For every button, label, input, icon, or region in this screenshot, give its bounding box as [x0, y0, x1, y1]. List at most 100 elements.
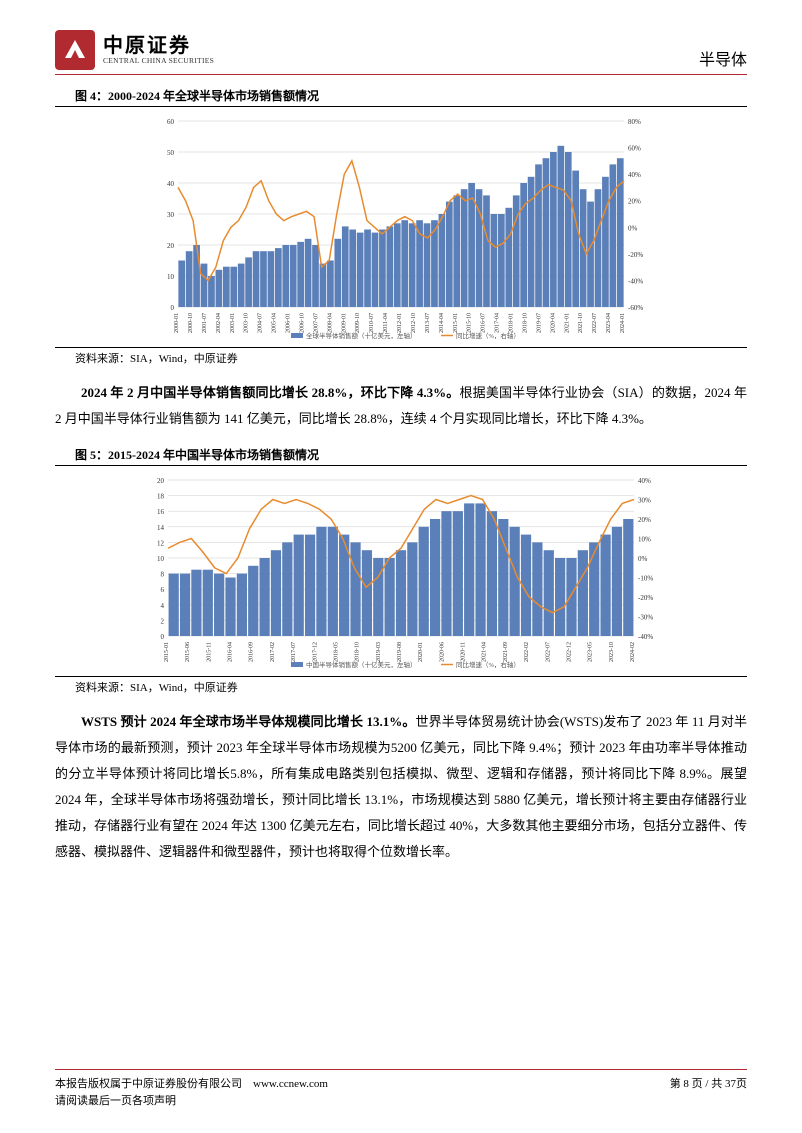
svg-text:20: 20 [157, 477, 165, 485]
svg-text:2024-01: 2024-01 [620, 313, 626, 333]
svg-text:-60%: -60% [628, 304, 643, 312]
svg-text:0%: 0% [628, 224, 638, 232]
para1-lead: 2024 年 2 月中国半导体销售额同比增长 28.8%，环比下降 4.3%。 [81, 385, 459, 400]
svg-text:2019-08: 2019-08 [397, 642, 403, 662]
svg-text:10%: 10% [638, 536, 651, 544]
fig4-svg: 0102030405060-60%-40%-20%0%20%40%60%80%2… [146, 113, 656, 343]
header-rule [55, 74, 747, 75]
page-header: 中原证券 CENTRAL CHINA SECURITIES 半导体 [55, 30, 747, 70]
svg-text:2010-07: 2010-07 [369, 313, 375, 333]
para2-body: 世界半导体贸易统计协会(WSTS)发布了 2023 年 11 月对半导体市场的最… [55, 714, 747, 859]
svg-text:2018-01: 2018-01 [509, 313, 515, 333]
svg-text:2023-04: 2023-04 [606, 313, 612, 333]
fig5-chart: 02468101214161820-40%-30%-20%-10%0%10%20… [136, 472, 666, 672]
svg-text:20%: 20% [628, 198, 641, 206]
svg-text:2017-04: 2017-04 [495, 313, 501, 333]
svg-text:2020-11: 2020-11 [461, 642, 467, 662]
svg-text:2003-10: 2003-10 [244, 313, 250, 333]
svg-text:同比增速（%，右轴）: 同比增速（%，右轴） [456, 660, 520, 669]
fig5-source: 资料来源：SIA，Wind，中原证券 [55, 676, 747, 695]
svg-text:2018-10: 2018-10 [355, 642, 361, 662]
page-footer: 本报告版权属于中原证券股份有限公司 www.ccnew.com 请阅读最后一页各… [55, 1069, 747, 1111]
svg-text:6: 6 [161, 586, 165, 594]
footer-page: 第 8 页 / 共 37页 [670, 1076, 747, 1111]
paragraph-2: WSTS 预计 2024 年全球市场半导体规模同比增长 13.1%。世界半导体贸… [55, 709, 747, 865]
svg-text:2009-10: 2009-10 [355, 313, 361, 333]
svg-text:2013-07: 2013-07 [425, 313, 431, 333]
svg-text:2015-11: 2015-11 [206, 642, 212, 662]
svg-text:20%: 20% [638, 516, 651, 524]
svg-text:30%: 30% [638, 497, 651, 505]
fig4-title: 图 4：2000-2024 年全球半导体市场销售额情况 [55, 87, 747, 107]
svg-text:2003-01: 2003-01 [230, 313, 236, 333]
fig5-title: 图 5：2015-2024 年中国半导体市场销售额情况 [55, 446, 747, 466]
footer-line1: 本报告版权属于中原证券股份有限公司 www.ccnew.com [55, 1076, 328, 1094]
svg-text:80%: 80% [628, 118, 641, 126]
svg-text:2016-07: 2016-07 [481, 313, 487, 333]
svg-text:2011-04: 2011-04 [383, 313, 389, 333]
svg-text:0: 0 [161, 633, 165, 641]
svg-text:-30%: -30% [638, 614, 653, 622]
svg-text:2017-02: 2017-02 [270, 642, 276, 662]
svg-text:2017-07: 2017-07 [291, 642, 297, 662]
svg-text:2009-01: 2009-01 [341, 313, 347, 333]
svg-text:14: 14 [157, 524, 165, 532]
svg-text:-40%: -40% [628, 277, 643, 285]
svg-text:0: 0 [171, 304, 175, 312]
svg-text:2016-04: 2016-04 [228, 642, 234, 662]
svg-text:2017-12: 2017-12 [312, 642, 318, 662]
footer-left: 本报告版权属于中原证券股份有限公司 www.ccnew.com 请阅读最后一页各… [55, 1076, 328, 1111]
svg-text:2019-03: 2019-03 [376, 642, 382, 662]
logo-cn: 中原证券 [103, 35, 214, 57]
svg-text:2022-02: 2022-02 [524, 642, 530, 662]
svg-text:40: 40 [167, 180, 175, 188]
svg-text:2: 2 [161, 617, 165, 625]
svg-text:30: 30 [167, 211, 175, 219]
svg-text:2020-06: 2020-06 [439, 642, 445, 662]
svg-text:2005-04: 2005-04 [272, 313, 278, 333]
svg-text:40%: 40% [628, 171, 641, 179]
logo-icon [55, 30, 95, 70]
svg-text:2012-01: 2012-01 [397, 313, 403, 333]
svg-text:2018-05: 2018-05 [333, 642, 339, 662]
svg-text:2022-12: 2022-12 [566, 642, 572, 662]
svg-text:2022-07: 2022-07 [545, 642, 551, 662]
svg-text:12: 12 [157, 539, 165, 547]
svg-text:2023-10: 2023-10 [609, 642, 615, 662]
footer-line2: 请阅读最后一页各项声明 [55, 1093, 328, 1111]
fig4-chart: 0102030405060-60%-40%-20%0%20%40%60%80%2… [146, 113, 656, 343]
svg-text:2016-09: 2016-09 [249, 642, 255, 662]
svg-text:2021-09: 2021-09 [503, 642, 509, 662]
svg-text:60%: 60% [628, 145, 641, 153]
svg-text:2020-01: 2020-01 [418, 642, 424, 662]
svg-text:2004-07: 2004-07 [258, 313, 264, 333]
paragraph-1: 2024 年 2 月中国半导体销售额同比增长 28.8%，环比下降 4.3%。根… [55, 380, 747, 432]
svg-text:2021-04: 2021-04 [482, 642, 488, 662]
svg-text:中国半导体销售额（十亿美元，左轴）: 中国半导体销售额（十亿美元，左轴） [306, 660, 417, 669]
svg-text:2014-04: 2014-04 [439, 313, 445, 333]
svg-text:2000-10: 2000-10 [188, 313, 194, 333]
svg-text:2006-01: 2006-01 [286, 313, 292, 333]
svg-text:2012-10: 2012-10 [411, 313, 417, 333]
svg-text:-10%: -10% [638, 575, 653, 583]
para2-lead: WSTS 预计 2024 年全球市场半导体规模同比增长 13.1%。 [81, 714, 416, 729]
svg-text:2015-01: 2015-01 [164, 642, 170, 662]
svg-text:2000-01: 2000-01 [174, 313, 180, 333]
svg-text:2015-10: 2015-10 [467, 313, 473, 333]
svg-text:2023-05: 2023-05 [588, 642, 594, 662]
svg-text:2020-04: 2020-04 [550, 313, 556, 333]
svg-text:60: 60 [167, 118, 175, 126]
svg-text:0%: 0% [638, 555, 648, 563]
svg-text:50: 50 [167, 149, 175, 157]
svg-text:2021-10: 2021-10 [578, 313, 584, 333]
fig4-source: 资料来源：SIA，Wind，中原证券 [55, 347, 747, 366]
svg-text:2018-10: 2018-10 [522, 313, 528, 333]
svg-text:2006-10: 2006-10 [299, 313, 305, 333]
svg-text:10: 10 [157, 555, 165, 563]
svg-text:-20%: -20% [638, 594, 653, 602]
fig5-svg: 02468101214161820-40%-30%-20%-10%0%10%20… [136, 472, 666, 672]
svg-text:2019-07: 2019-07 [536, 313, 542, 333]
svg-text:全球半导体销售额（十亿美元，左轴）: 全球半导体销售额（十亿美元，左轴） [306, 331, 417, 340]
svg-text:-20%: -20% [628, 251, 643, 259]
logo-block: 中原证券 CENTRAL CHINA SECURITIES [55, 30, 214, 70]
